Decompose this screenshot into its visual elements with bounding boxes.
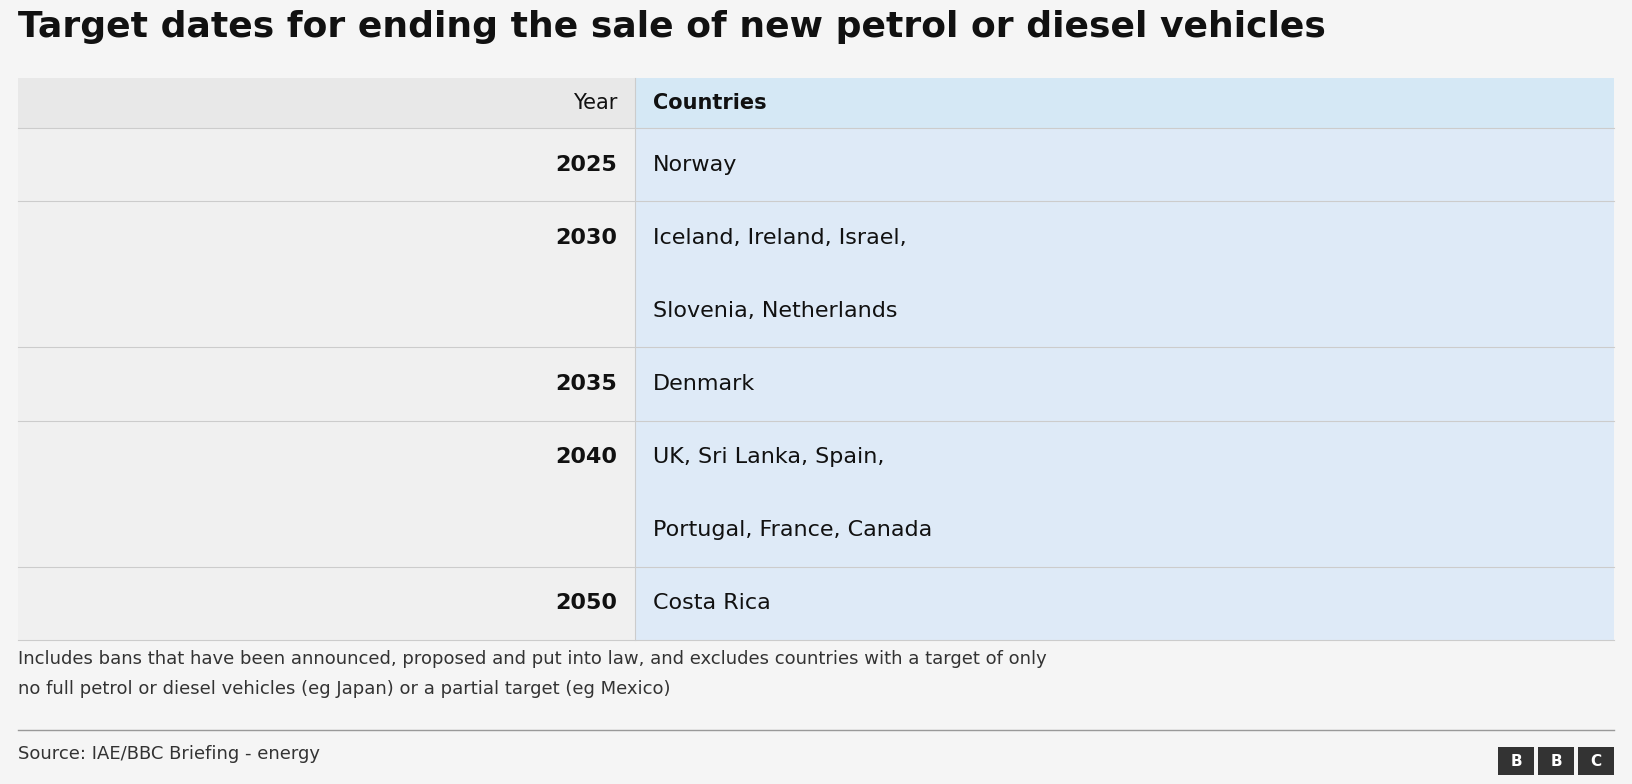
Text: UK, Sri Lanka, Spain,: UK, Sri Lanka, Spain, — [653, 447, 885, 467]
Bar — [635, 567, 1614, 640]
Text: Year: Year — [573, 93, 617, 113]
Bar — [635, 128, 1614, 201]
Text: Target dates for ending the sale of new petrol or diesel vehicles: Target dates for ending the sale of new … — [18, 10, 1325, 44]
Bar — [635, 201, 1614, 347]
Text: no full petrol or diesel vehicles (eg Japan) or a partial target (eg Mexico): no full petrol or diesel vehicles (eg Ja… — [18, 680, 671, 698]
Bar — [18, 201, 635, 347]
Text: Slovenia, Netherlands: Slovenia, Netherlands — [653, 301, 898, 321]
Bar — [18, 128, 635, 201]
Text: Costa Rica: Costa Rica — [653, 593, 770, 613]
Bar — [635, 78, 1614, 128]
Text: Norway: Norway — [653, 154, 738, 175]
Text: Source: IAE/BBC Briefing - energy: Source: IAE/BBC Briefing - energy — [18, 745, 320, 763]
Text: Countries: Countries — [653, 93, 767, 113]
Text: 2050: 2050 — [555, 593, 617, 613]
Bar — [18, 567, 635, 640]
Bar — [1537, 747, 1573, 775]
Text: Iceland, Ireland, Israel,: Iceland, Ireland, Israel, — [653, 227, 907, 248]
Bar — [1578, 747, 1614, 775]
Text: Includes bans that have been announced, proposed and put into law, and excludes : Includes bans that have been announced, … — [18, 650, 1046, 668]
Text: B: B — [1510, 753, 1521, 768]
Text: C: C — [1591, 753, 1601, 768]
Text: Portugal, France, Canada: Portugal, France, Canada — [653, 521, 932, 540]
Bar — [1498, 747, 1534, 775]
Text: 2040: 2040 — [555, 447, 617, 467]
Bar — [18, 347, 635, 420]
Text: 2035: 2035 — [555, 374, 617, 394]
Bar — [18, 78, 635, 128]
Text: 2025: 2025 — [555, 154, 617, 175]
Bar — [18, 420, 635, 567]
Text: Denmark: Denmark — [653, 374, 756, 394]
Text: B: B — [1550, 753, 1562, 768]
Bar — [635, 420, 1614, 567]
Text: 2030: 2030 — [555, 227, 617, 248]
Bar — [635, 347, 1614, 420]
